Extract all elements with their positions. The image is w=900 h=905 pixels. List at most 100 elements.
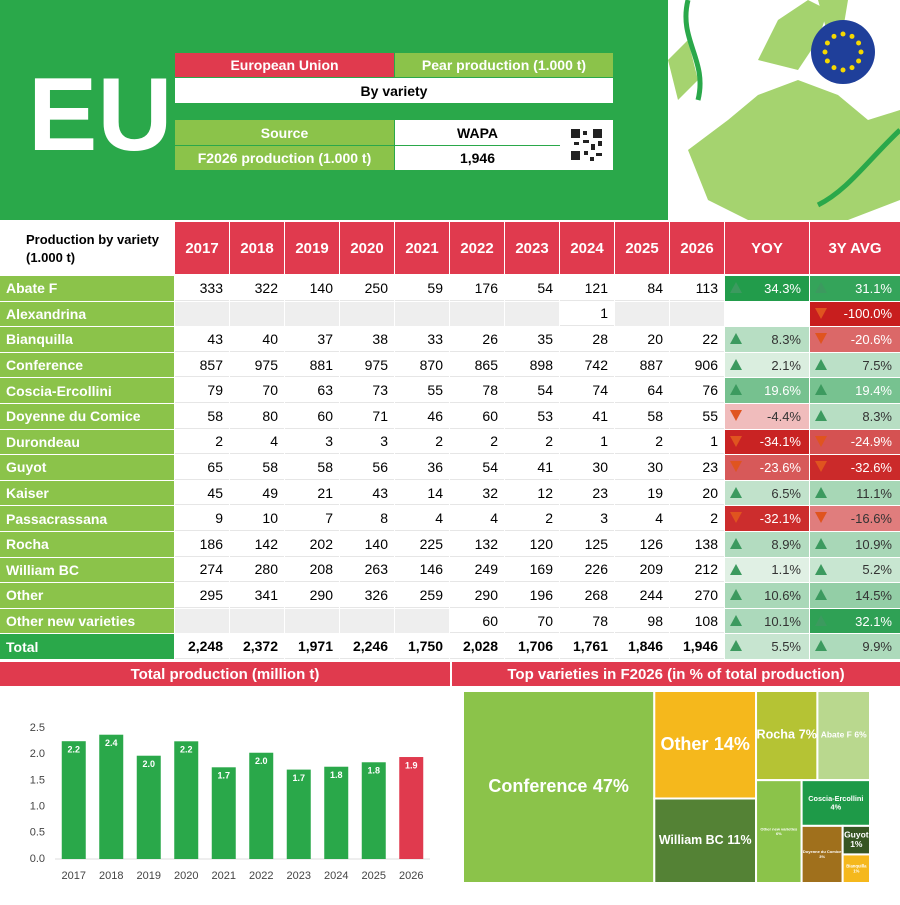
- variety-name: William BC: [659, 833, 724, 847]
- table-cell: 268: [560, 583, 614, 608]
- table-cell: 19: [615, 480, 669, 506]
- change-cell: 8.9%: [725, 532, 809, 557]
- trend-arrow: [815, 410, 827, 421]
- table-cell: 53: [505, 404, 559, 429]
- table-cell: 56: [340, 455, 394, 480]
- change-cell: 8.3%: [725, 327, 809, 352]
- table-cell: 20: [670, 480, 724, 506]
- treemap-label: Guyot 1%: [844, 830, 869, 850]
- share-label: 1%: [853, 868, 859, 873]
- empty-cell: [395, 301, 449, 327]
- table-cell: 58: [230, 455, 284, 480]
- trend-arrow: [730, 282, 742, 293]
- trend-arrow: [815, 435, 827, 447]
- table-cell: 73: [340, 378, 394, 403]
- map: [668, 0, 900, 220]
- bar: [324, 766, 349, 859]
- source-value: WAPA: [395, 120, 560, 145]
- table-cell: 40: [230, 327, 284, 352]
- x-tick-label: 2023: [287, 870, 311, 882]
- change-cell: 10.6%: [725, 583, 809, 608]
- table-cell: 23: [560, 480, 614, 506]
- table-cell: 250: [340, 276, 394, 301]
- column-header: 2022: [450, 222, 504, 274]
- trend-arrow: [815, 384, 827, 396]
- change-cell: 19.6%: [725, 378, 809, 403]
- table-cell: 74: [560, 378, 614, 403]
- table-cell: 202: [285, 532, 339, 557]
- change-cell: 5.5%: [725, 634, 809, 659]
- table-cell: 63: [285, 378, 339, 403]
- table-cell: 121: [560, 276, 614, 301]
- trend-arrow: [730, 640, 742, 652]
- value-label: 2.0: [142, 759, 155, 769]
- table-cell: 64: [615, 378, 669, 403]
- trend-arrow: [730, 563, 742, 575]
- change-cell: 19.4%: [810, 378, 900, 403]
- table-cell: 280: [230, 557, 284, 583]
- table-cell: 41: [560, 404, 614, 429]
- x-tick-label: 2019: [137, 870, 161, 882]
- empty-cell: [450, 301, 504, 327]
- table-cell: 2,028: [450, 634, 504, 659]
- change-cell: 7.5%: [810, 352, 900, 378]
- variety-name: Coscia-Ercollini: [808, 794, 863, 803]
- trend-arrow: [730, 538, 742, 549]
- table-cell: 212: [670, 557, 724, 583]
- change-cell: 2.1%: [725, 352, 809, 378]
- table-cell: 43: [175, 327, 229, 352]
- table-cell: 186: [175, 532, 229, 557]
- value-label: 1.8: [367, 766, 380, 776]
- table-cell: 975: [230, 352, 284, 378]
- trend-arrow: [730, 512, 742, 524]
- variety-name: Conference: [488, 776, 587, 796]
- region-label: European Union: [175, 53, 394, 77]
- table-cell: 290: [450, 583, 504, 608]
- y-tick-label: 0.5: [30, 827, 45, 839]
- bar: [399, 757, 424, 859]
- table-cell: 259: [395, 583, 449, 608]
- value-label: 2.2: [67, 745, 80, 755]
- table-cell: 333: [175, 276, 229, 301]
- empty-cell: [285, 608, 339, 634]
- column-header: 2017: [175, 222, 229, 274]
- table-cell: 37: [285, 327, 339, 352]
- table-cell: 140: [285, 276, 339, 301]
- column-header: 2020: [340, 222, 394, 274]
- table-cell: 58: [615, 404, 669, 429]
- table-cell: 906: [670, 352, 724, 378]
- table-cell: 857: [175, 352, 229, 378]
- row-label: Other: [0, 583, 174, 608]
- table-cell: 140: [340, 532, 394, 557]
- table-cell: 2,246: [340, 634, 394, 659]
- change-cell: -16.6%: [810, 506, 900, 531]
- table-cell: 43: [340, 480, 394, 506]
- y-tick-label: 1.5: [30, 774, 45, 786]
- table-cell: 26: [450, 327, 504, 352]
- table-cell: 2: [615, 429, 669, 455]
- trend-arrow: [730, 358, 742, 370]
- table-cell: 341: [230, 583, 284, 608]
- trend-arrow: [730, 486, 742, 498]
- trend-arrow: [815, 563, 827, 575]
- x-tick-label: 2017: [62, 870, 86, 882]
- column-header: 2021: [395, 222, 449, 274]
- table-cell: 4: [450, 506, 504, 531]
- change-cell: 11.1%: [810, 480, 900, 506]
- row-label: Durondeau: [0, 429, 174, 455]
- trend-arrow: [815, 461, 827, 473]
- variety-name: Other new varieties: [760, 826, 798, 831]
- trend-arrow: [730, 410, 742, 421]
- value-label: 2.0: [255, 756, 268, 766]
- empty-cell: [230, 301, 284, 327]
- change-cell: -100.0%: [810, 301, 900, 327]
- bar: [174, 741, 199, 859]
- change-cell: 6.5%: [725, 480, 809, 506]
- empty-cell: [505, 301, 559, 327]
- table-cell: 60: [450, 608, 504, 634]
- table-cell: 1: [670, 429, 724, 455]
- table-cell: 1: [560, 429, 614, 455]
- table-cell: 2: [450, 429, 504, 455]
- change-cell: 8.3%: [810, 404, 900, 429]
- x-tick-label: 2021: [212, 870, 236, 882]
